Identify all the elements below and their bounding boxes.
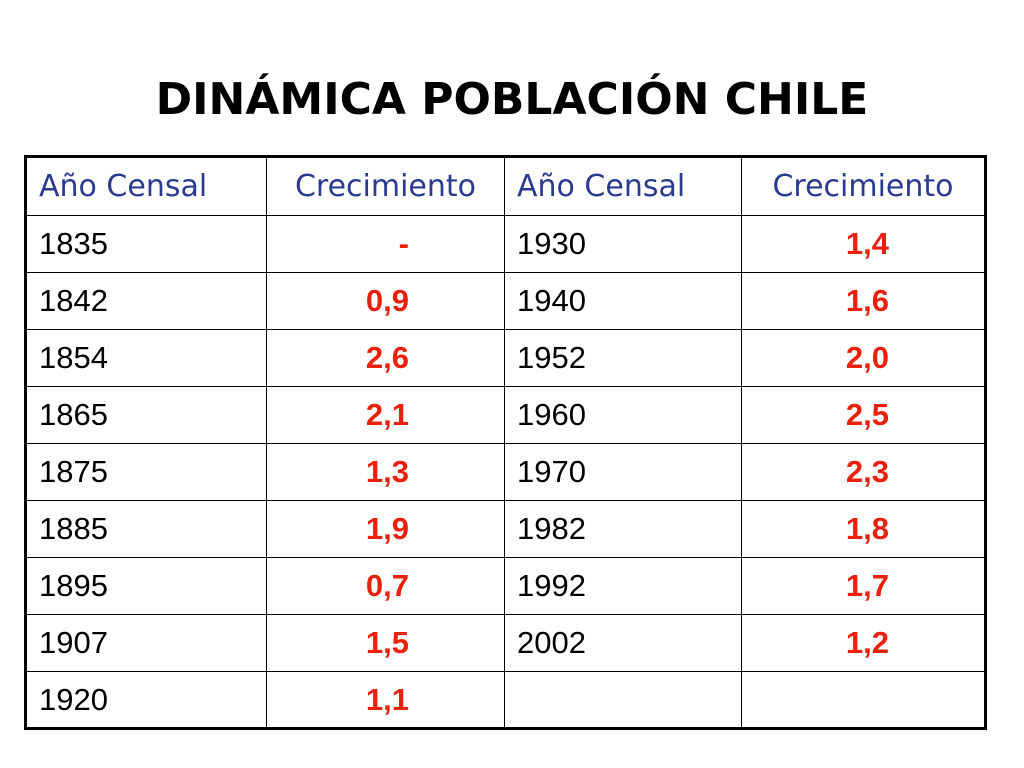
table-header-row: Año Censal Crecimiento Año Censal Crecim… xyxy=(25,156,986,216)
year-cell: 1854 xyxy=(25,329,267,387)
growth-cell: 1,6 xyxy=(741,272,986,330)
year-cell: 1982 xyxy=(504,500,742,558)
growth-cell: 2,6 xyxy=(266,329,505,387)
growth-cell: 2,5 xyxy=(741,386,986,444)
table-row: 1865 2,1 1960 2,5 xyxy=(25,386,986,444)
year-cell: 1895 xyxy=(25,557,267,615)
year-cell: 2002 xyxy=(504,614,742,672)
year-cell: 1970 xyxy=(504,443,742,501)
year-cell: 1920 xyxy=(25,671,267,729)
growth-cell: 1,9 xyxy=(266,500,505,558)
header-year-left: Año Censal xyxy=(25,156,267,216)
growth-cell: 2,0 xyxy=(741,329,986,387)
year-cell: 1960 xyxy=(504,386,742,444)
header-growth-left: Crecimiento xyxy=(266,156,505,216)
census-table: Año Censal Crecimiento Año Censal Crecim… xyxy=(24,155,987,730)
year-cell: 1885 xyxy=(25,500,267,558)
table-row: 1875 1,3 1970 2,3 xyxy=(25,443,986,501)
growth-cell: 2,1 xyxy=(266,386,505,444)
growth-cell xyxy=(741,671,986,729)
growth-cell: 1,5 xyxy=(266,614,505,672)
table-row: 1895 0,7 1992 1,7 xyxy=(25,557,986,615)
growth-cell: 1,1 xyxy=(266,671,505,729)
year-cell: 1842 xyxy=(25,272,267,330)
growth-cell: 1,7 xyxy=(741,557,986,615)
growth-cell: 1,8 xyxy=(741,500,986,558)
header-year-right: Año Censal xyxy=(504,156,742,216)
table-row: 1920 1,1 xyxy=(25,671,986,729)
year-cell: 1835 xyxy=(25,215,267,273)
header-growth-right: Crecimiento xyxy=(741,156,986,216)
table-row: 1835 - 1930 1,4 xyxy=(25,215,986,273)
year-cell: 1992 xyxy=(504,557,742,615)
year-cell: 1930 xyxy=(504,215,742,273)
year-cell: 1952 xyxy=(504,329,742,387)
year-cell xyxy=(504,671,742,729)
year-cell: 1875 xyxy=(25,443,267,501)
table-row: 1842 0,9 1940 1,6 xyxy=(25,272,986,330)
growth-cell: - xyxy=(266,215,505,273)
growth-cell: 2,3 xyxy=(741,443,986,501)
year-cell: 1907 xyxy=(25,614,267,672)
page-title: DINÁMICA POBLACIÓN CHILE xyxy=(155,74,869,125)
growth-cell: 1,2 xyxy=(741,614,986,672)
growth-cell: 0,7 xyxy=(266,557,505,615)
year-cell: 1865 xyxy=(25,386,267,444)
growth-cell: 0,9 xyxy=(266,272,505,330)
growth-cell: 1,4 xyxy=(741,215,986,273)
table-row: 1885 1,9 1982 1,8 xyxy=(25,500,986,558)
table-row: 1907 1,5 2002 1,2 xyxy=(25,614,986,672)
table-row: 1854 2,6 1952 2,0 xyxy=(25,329,986,387)
growth-cell: 1,3 xyxy=(266,443,505,501)
year-cell: 1940 xyxy=(504,272,742,330)
